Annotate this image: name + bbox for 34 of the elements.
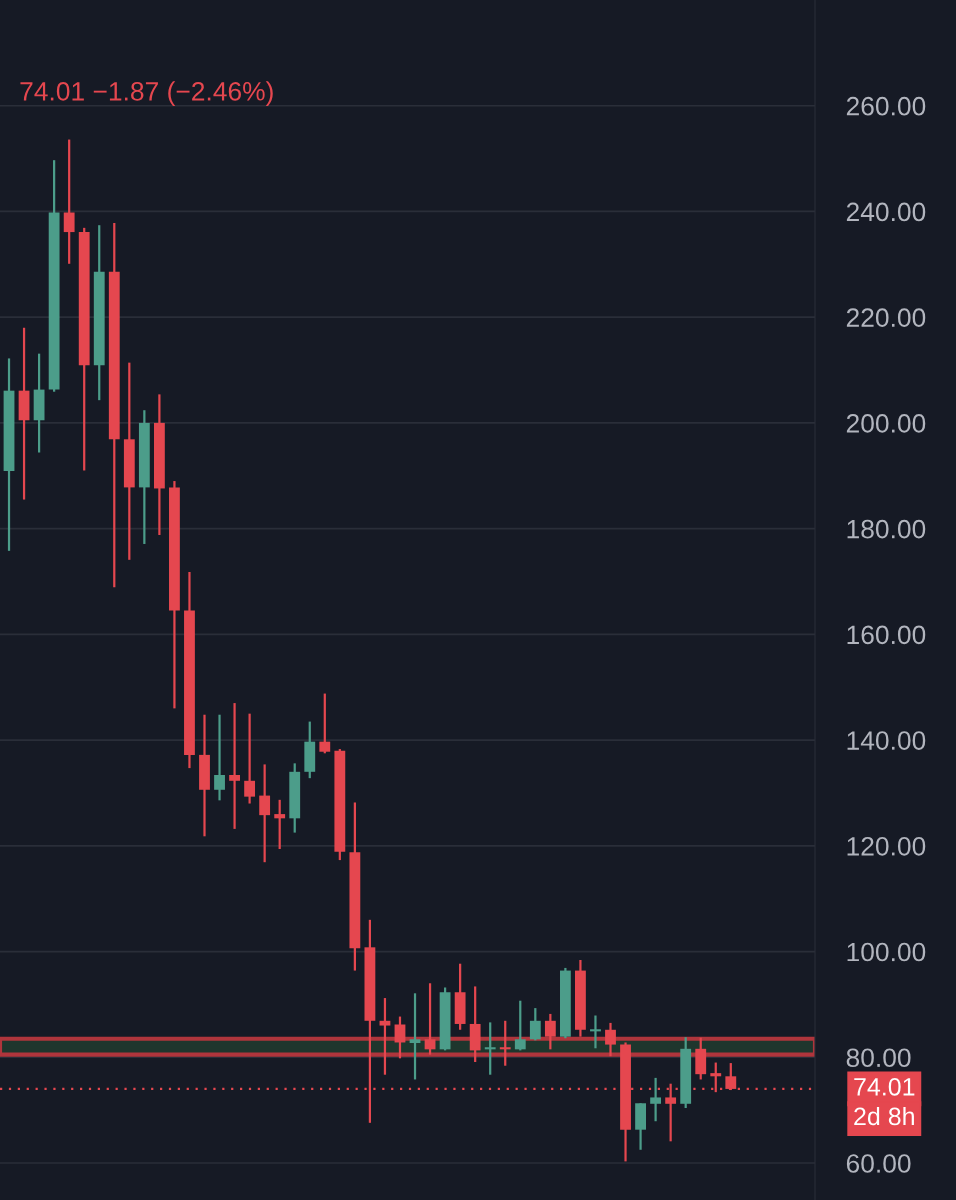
candlestick <box>319 692 331 755</box>
candlestick <box>244 712 256 805</box>
candlestick <box>514 999 526 1052</box>
candlestick <box>229 701 240 831</box>
candlestick <box>379 996 391 1076</box>
candlestick <box>394 1015 406 1060</box>
candlestick <box>605 1021 616 1058</box>
y-tick-label: 200.00 <box>846 414 926 433</box>
ref-line-label: 74.01 <box>854 1077 915 1096</box>
candlestick <box>424 982 436 1056</box>
candlestick <box>710 1061 722 1094</box>
y-tick-label: 140.00 <box>847 731 926 750</box>
candlestick <box>63 138 75 265</box>
candlestick <box>650 1076 662 1123</box>
candlestick <box>484 1021 496 1076</box>
y-tick-label: 240.00 <box>846 202 926 222</box>
y-tick-label: 80.00 <box>846 1048 911 1068</box>
candlestick <box>409 992 421 1081</box>
candlestick <box>259 763 271 864</box>
y-tick-label: 260.00 <box>846 96 926 116</box>
y-tick-label: 160.00 <box>847 625 926 645</box>
y-tick-label: 120.00 <box>847 836 926 856</box>
candlestick <box>529 1007 541 1042</box>
candlestick <box>590 1014 601 1050</box>
candlestick <box>544 1012 556 1051</box>
text: 2d 8h <box>854 1106 914 1126</box>
y-tick-label: 180.00 <box>847 519 926 539</box>
annotation: 74.01 −1.87 (−2.46%) <box>20 81 273 106</box>
y-tick-label: 100.00 <box>847 942 926 962</box>
y-tick-label: 220.00 <box>846 308 926 327</box>
y-tick-label: 60.00 <box>846 1154 911 1173</box>
candlestick <box>274 798 286 851</box>
candlestick <box>214 713 225 802</box>
candlestick <box>499 1019 511 1067</box>
